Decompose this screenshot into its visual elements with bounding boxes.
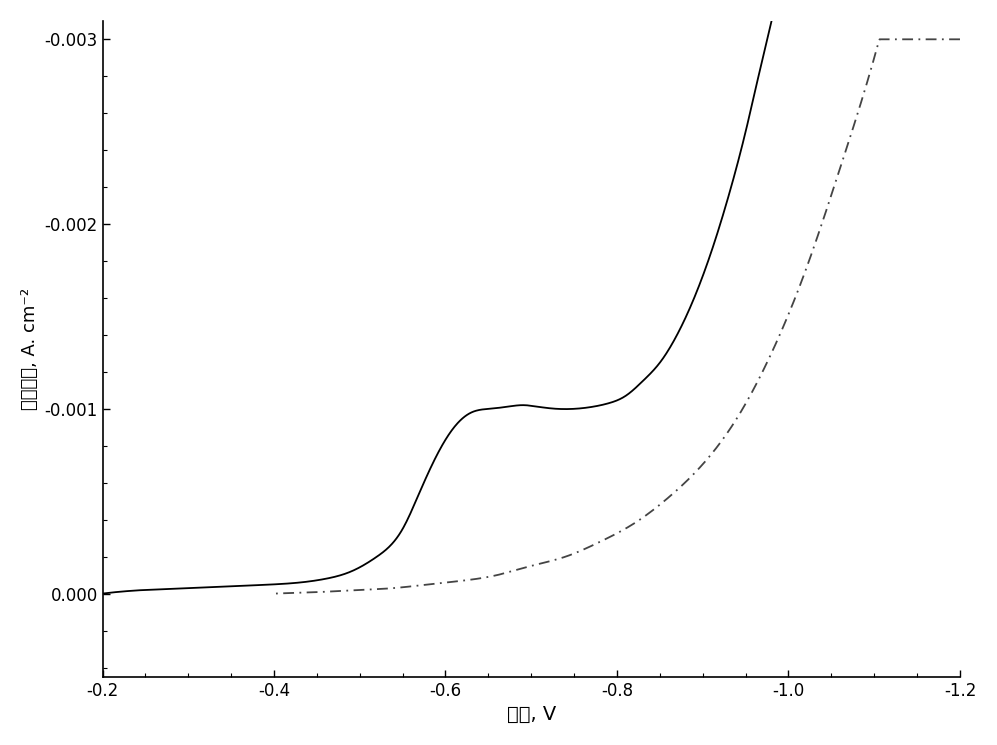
Y-axis label: 电流密度, A. cm⁻²: 电流密度, A. cm⁻² (21, 288, 39, 410)
X-axis label: 电位, V: 电位, V (506, 706, 556, 724)
